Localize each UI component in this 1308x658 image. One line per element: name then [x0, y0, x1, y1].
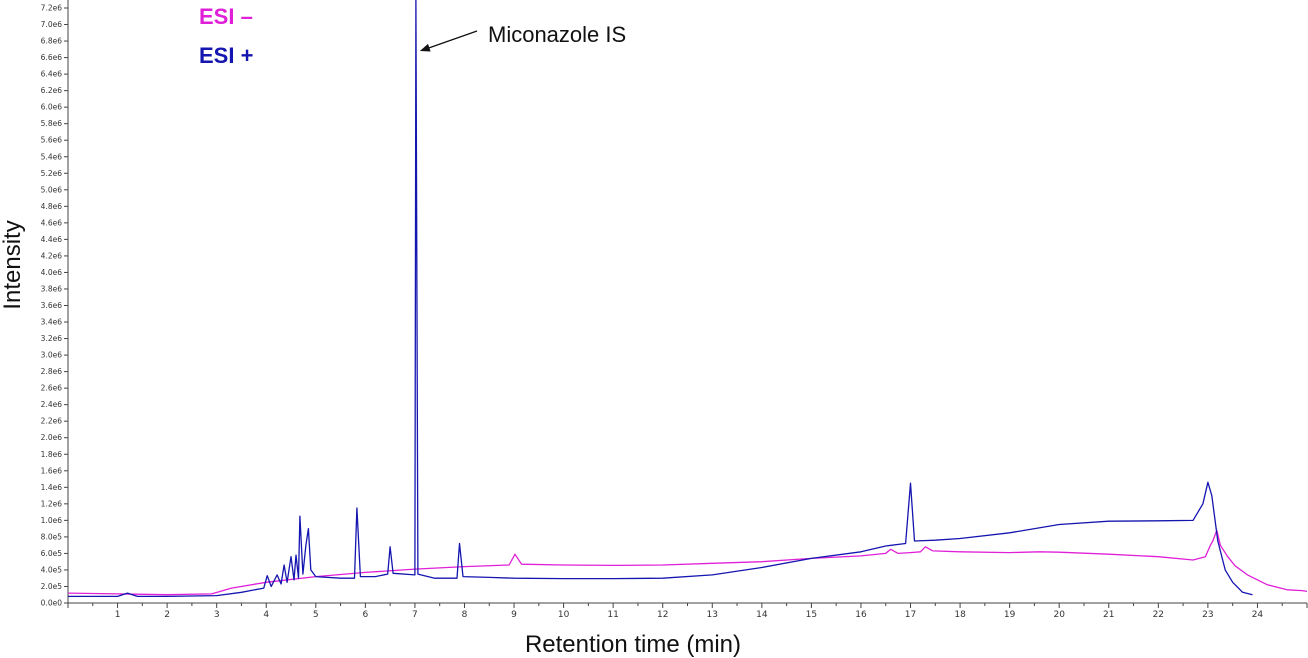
y-tick-label: 4.2e6 — [41, 251, 63, 260]
x-tick-label: 5 — [313, 610, 319, 620]
y-tick-label: 4.8e6 — [41, 202, 63, 211]
x-tick-label: 4 — [263, 610, 269, 620]
x-tick-label: 21 — [1103, 610, 1114, 620]
y-tick-label: 6.0e6 — [41, 103, 63, 112]
x-tick-label: 20 — [1053, 610, 1065, 620]
y-tick-label: 4.6e6 — [41, 218, 63, 227]
x-tick-label: 24 — [1252, 610, 1264, 620]
y-tick-label: 1.0e6 — [41, 516, 63, 525]
x-axis-title: Retention time (min) — [525, 631, 741, 658]
y-tick-label: 3.0e6 — [41, 351, 63, 360]
x-tick-label: 2 — [164, 610, 170, 620]
x-tick-label: 6 — [362, 610, 368, 620]
y-tick-label: 4.0e5 — [41, 565, 63, 574]
x-tick-label: 15 — [806, 610, 817, 620]
y-tick-label: 2.4e6 — [41, 400, 63, 409]
y-tick-label: 5.6e6 — [41, 136, 63, 145]
x-tick-label: 7 — [412, 610, 418, 620]
x-tick-label: 22 — [1153, 610, 1164, 620]
y-tick-label: 3.4e6 — [41, 318, 63, 327]
y-tick-label: 6.0e5 — [41, 549, 63, 558]
y-tick-label: 4.4e6 — [41, 235, 63, 244]
y-tick-label: 2.6e6 — [41, 384, 63, 393]
y-tick-label: 6.8e6 — [41, 37, 63, 46]
y-tick-label: 5.2e6 — [41, 169, 63, 178]
y-tick-label: 6.4e6 — [41, 70, 63, 79]
y-tick-label: 5.4e6 — [41, 152, 63, 161]
annotation-arrow — [425, 30, 478, 50]
series-esi-positive-line — [68, 0, 1253, 598]
x-tick-label: 19 — [1004, 610, 1016, 620]
x-tick-label: 12 — [657, 610, 668, 620]
x-tick-label: 13 — [707, 610, 718, 620]
y-tick-label: 1.6e6 — [41, 466, 63, 475]
y-tick-label: 2.8e6 — [41, 367, 63, 376]
annotation-miconazole-label: Miconazole IS — [488, 22, 626, 47]
y-tick-label: 2.2e6 — [41, 417, 63, 426]
y-tick-label: 3.8e6 — [41, 284, 63, 293]
y-tick-label: 4.0e6 — [41, 268, 63, 277]
y-tick-label: 2.0e6 — [41, 433, 63, 442]
y-tick-label: 2.0e5 — [41, 582, 63, 591]
series-layer — [67, 0, 1308, 598]
axes: 0.0e0 2.0e5 4.0e5 6.0e5 8.0e5 1.0e6 1.2e6 1.4e6… — [41, 0, 1308, 620]
y-tick-label: 3.2e6 — [41, 334, 63, 343]
y-tick-label: 6.6e6 — [41, 53, 63, 62]
y-tick-label: 6.2e6 — [41, 86, 63, 95]
x-tick-label: 17 — [905, 610, 916, 620]
y-tick-label: 7.2e6 — [41, 4, 63, 13]
y-tick-label: 1.8e6 — [41, 450, 63, 459]
y-tick-label: 5.8e6 — [41, 119, 63, 128]
x-tick-label: 23 — [1202, 610, 1213, 620]
x-tick-label: 3 — [214, 610, 220, 620]
x-tick-label: 9 — [511, 610, 517, 620]
legend-esi-positive: ESI + — [199, 43, 253, 68]
y-tick-label: 1.2e6 — [41, 499, 63, 508]
y-tick-label: 5.0e6 — [41, 185, 63, 194]
x-tick-label: 11 — [607, 610, 618, 620]
y-tick-label: 1.4e6 — [41, 483, 63, 492]
y-tick-label: 3.6e6 — [41, 301, 63, 310]
y-tick-label: 7.0e6 — [41, 20, 63, 29]
x-tick-label: 10 — [558, 610, 570, 620]
x-tick-label: 1 — [115, 610, 121, 620]
x-tick-label: 16 — [855, 610, 867, 620]
y-tick-label: 0.0e0 — [41, 599, 63, 608]
annotation-arrow-head — [419, 43, 431, 52]
annotation-miconazole: Miconazole IS — [419, 22, 626, 52]
x-tick-label: 14 — [756, 610, 768, 620]
y-axis-title: Intensity — [0, 220, 26, 309]
y-tick-label: 8.0e5 — [41, 532, 63, 541]
x-tick-label: 8 — [462, 610, 468, 620]
legend-esi-negative: ESI – — [199, 4, 253, 29]
series-esi-negative-line — [67, 529, 1308, 596]
x-tick-label: 18 — [954, 610, 966, 620]
